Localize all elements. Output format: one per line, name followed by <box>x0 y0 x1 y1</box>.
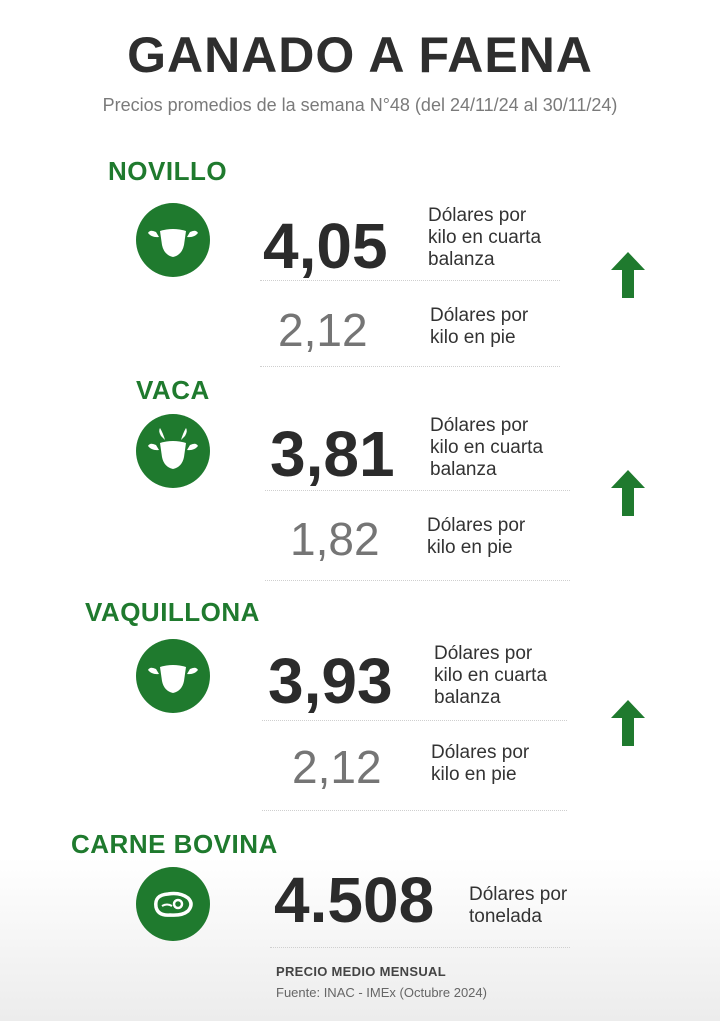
carne-bovina-unit: Dólares por tonelada <box>469 884 568 927</box>
cow-head-icon <box>136 639 210 713</box>
up-arrow-icon <box>611 252 645 298</box>
up-arrow-icon <box>611 700 645 746</box>
divider <box>265 580 570 581</box>
vaquillona-unit-cuarta: Dólares por kilo en cuarta balanza <box>434 643 548 708</box>
novillo-unit-pie: Dólares por kilo en pie <box>430 305 529 348</box>
divider <box>260 280 560 281</box>
footnote-title: PRECIO MEDIO MENSUAL <box>276 964 446 979</box>
page-title: GANADO A FAENA <box>127 27 593 83</box>
steak-icon <box>136 867 210 941</box>
divider <box>270 947 570 948</box>
cow-head-icon <box>136 203 210 277</box>
carne-bovina-price: 4.508 <box>274 864 435 936</box>
divider <box>262 720 567 721</box>
cow-head-icon <box>136 414 210 488</box>
section-title-vaca: VACA <box>136 375 210 405</box>
vaquillona-unit-pie: Dólares por kilo en pie <box>431 742 530 785</box>
vaca-unit-cuarta: Dólares por kilo en cuarta balanza <box>430 415 544 480</box>
up-arrow-icon <box>611 470 645 516</box>
vaca-unit-pie: Dólares por kilo en pie <box>427 515 526 558</box>
vaca-price-pie: 1,82 <box>290 513 380 565</box>
divider <box>265 490 570 491</box>
section-title-novillo: NOVILLO <box>108 156 228 186</box>
vaca-price-cuarta: 3,81 <box>270 418 395 490</box>
vaquillona-price-cuarta: 3,93 <box>268 645 393 717</box>
novillo-price-cuarta: 4,05 <box>263 210 388 282</box>
vaquillona-price-pie: 2,12 <box>292 741 382 793</box>
section-title-vaquillona: VAQUILLONA <box>85 597 260 627</box>
novillo-price-pie: 2,12 <box>278 304 368 356</box>
divider <box>262 810 567 811</box>
section-title-carne-bovina: CARNE BOVINA <box>71 829 278 859</box>
footnote-source: Fuente: INAC - IMEx (Octubre 2024) <box>276 985 487 1000</box>
divider <box>260 366 560 367</box>
page-subtitle: Precios promedios de la semana N°48 (del… <box>102 95 618 115</box>
novillo-unit-cuarta: Dólares por kilo en cuarta balanza <box>428 205 542 270</box>
